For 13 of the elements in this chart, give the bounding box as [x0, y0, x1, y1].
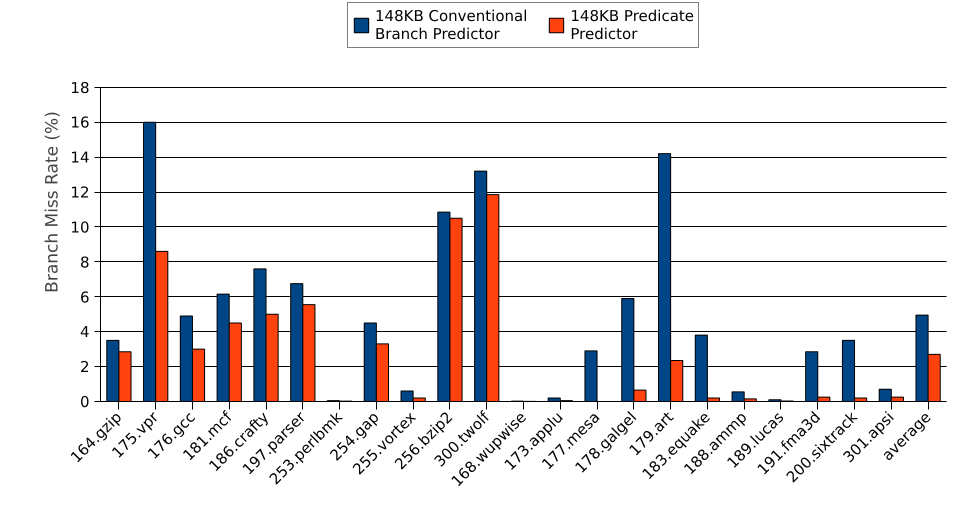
y-tick-label: 10: [70, 218, 90, 236]
y-tick-label: 12: [70, 184, 90, 202]
y-tick-label: 4: [80, 323, 90, 342]
y-tick-label: 6: [80, 288, 90, 306]
y-tick-label: 0: [80, 393, 90, 411]
y-tick-label: 8: [80, 253, 90, 272]
legend-label: 148KB Conventional Branch Predictor: [374, 7, 528, 43]
y-tick-label: 14: [70, 148, 90, 167]
y-tick-label: 18: [70, 78, 90, 97]
y-tick-label: 16: [70, 114, 90, 132]
y-tick-label: 2: [80, 358, 90, 376]
legend-label: 148KB Predicate Predictor: [570, 7, 694, 43]
y-axis-title: Branch Miss Rate (%): [42, 111, 62, 293]
